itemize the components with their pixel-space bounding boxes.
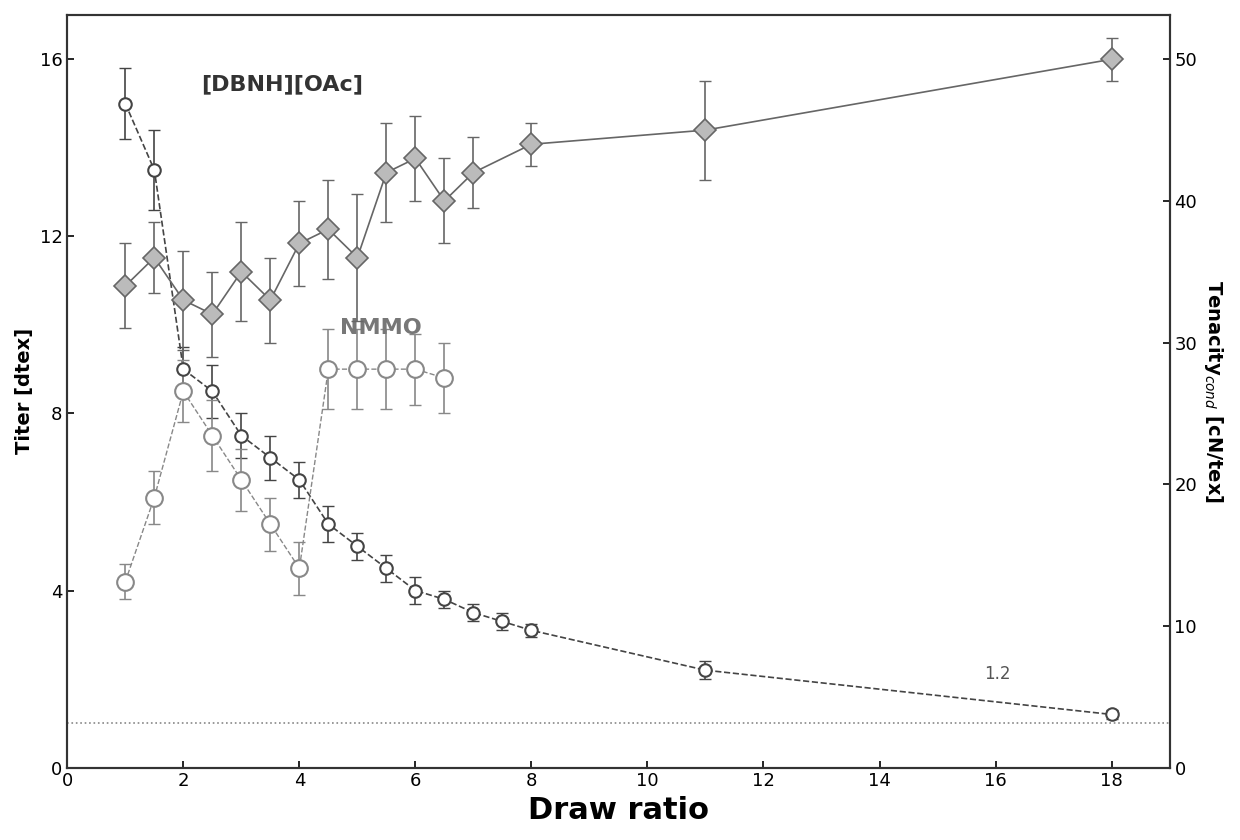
Text: [DBNH][OAc]: [DBNH][OAc] bbox=[201, 74, 363, 94]
Text: 1.2: 1.2 bbox=[985, 665, 1011, 683]
X-axis label: Draw ratio: Draw ratio bbox=[528, 796, 709, 825]
Y-axis label: Tenacity$_{cond}$ [cN/tex]: Tenacity$_{cond}$ [cN/tex] bbox=[1202, 280, 1225, 502]
Text: NMMO: NMMO bbox=[340, 318, 422, 338]
Y-axis label: Titer [dtex]: Titer [dtex] bbox=[15, 328, 33, 454]
